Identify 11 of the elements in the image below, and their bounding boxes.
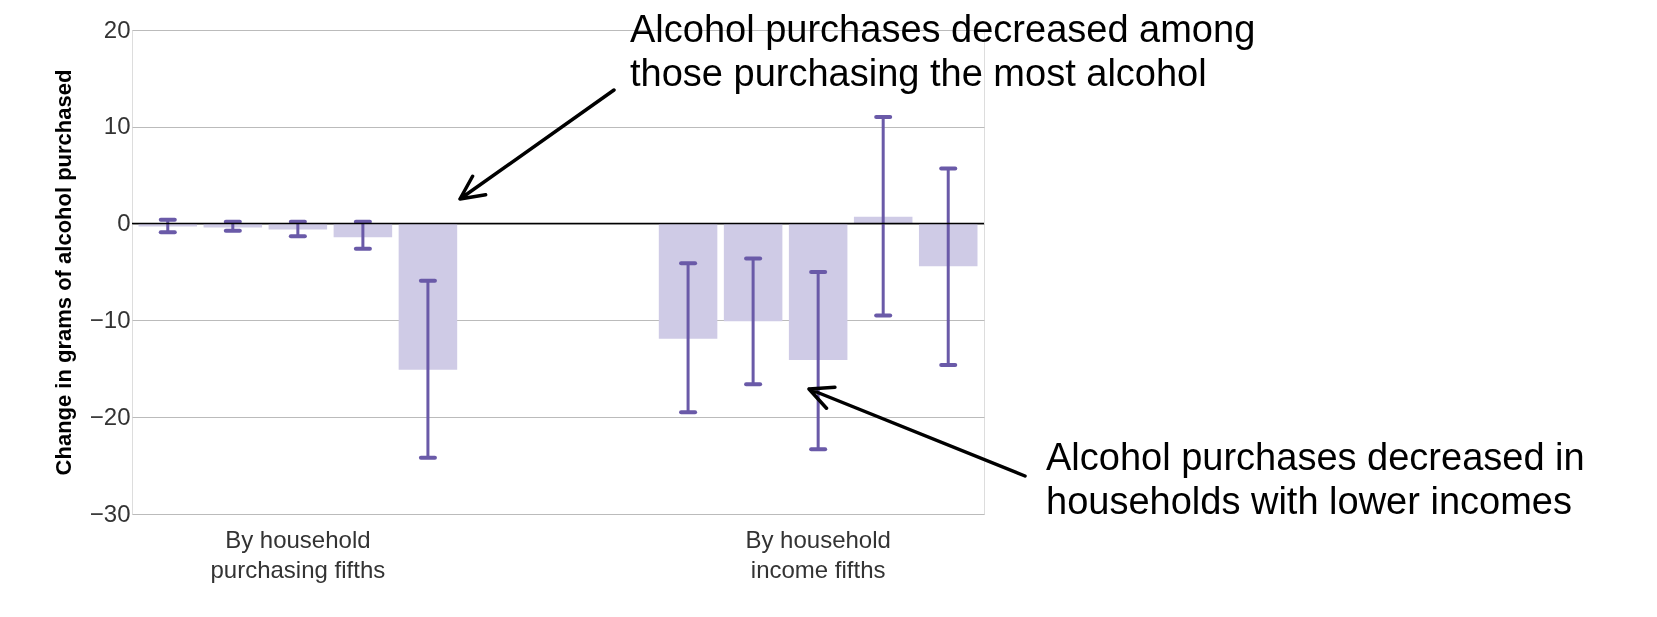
y-tick-label: 20 [103, 15, 131, 43]
x-tick-label: By household purchasing fifths [210, 525, 386, 583]
y-tick-label: −30 [89, 499, 131, 527]
x-tick-label: By household income fifths [745, 525, 891, 583]
y-tick-label: 10 [103, 112, 131, 140]
y-tick-label: −10 [89, 305, 131, 333]
y-tick-label: 0 [117, 209, 131, 237]
y-axis-title: Change in grams of alcohol purchased [50, 69, 76, 476]
annotation: Alcohol purchases decreased among those purchasing the most alcohol [630, 8, 1256, 94]
y-tick-label: −20 [89, 402, 131, 430]
text: Alcohol purchases decreased in households with lower incomes [1046, 436, 1585, 522]
